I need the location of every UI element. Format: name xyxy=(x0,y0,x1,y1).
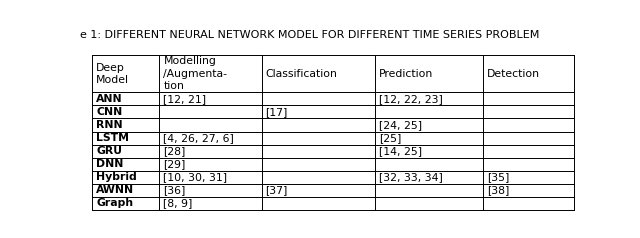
Text: [29]: [29] xyxy=(163,159,186,169)
Text: [38]: [38] xyxy=(487,185,509,195)
Text: Deep
Model: Deep Model xyxy=(97,63,129,85)
Text: LSTM: LSTM xyxy=(97,133,129,143)
Text: [37]: [37] xyxy=(266,185,288,195)
Text: GRU: GRU xyxy=(97,146,122,156)
Text: [14, 25]: [14, 25] xyxy=(380,146,422,156)
Text: e 1: DIFFERENT NEURAL NETWORK MODEL FOR DIFFERENT TIME SERIES PROBLEM: e 1: DIFFERENT NEURAL NETWORK MODEL FOR … xyxy=(80,30,540,40)
Text: [36]: [36] xyxy=(163,185,186,195)
Text: [8, 9]: [8, 9] xyxy=(163,198,193,208)
Text: [12, 22, 23]: [12, 22, 23] xyxy=(380,94,443,104)
Text: AWNN: AWNN xyxy=(97,185,134,195)
Text: [25]: [25] xyxy=(380,133,401,143)
Text: [10, 30, 31]: [10, 30, 31] xyxy=(163,172,228,182)
Text: ANN: ANN xyxy=(97,94,123,104)
Text: [17]: [17] xyxy=(266,107,288,117)
Text: Graph: Graph xyxy=(97,198,134,208)
Text: [4, 26, 27, 6]: [4, 26, 27, 6] xyxy=(163,133,234,143)
Text: RNN: RNN xyxy=(97,120,123,130)
Text: Detection: Detection xyxy=(487,69,540,79)
Text: [12, 21]: [12, 21] xyxy=(163,94,207,104)
Text: Classification: Classification xyxy=(266,69,337,79)
Text: DNN: DNN xyxy=(97,159,124,169)
Text: [24, 25]: [24, 25] xyxy=(380,120,422,130)
Text: CNN: CNN xyxy=(97,107,123,117)
Text: [28]: [28] xyxy=(163,146,186,156)
Text: [32, 33, 34]: [32, 33, 34] xyxy=(380,172,443,182)
Text: Modelling
/Augmenta-
tion: Modelling /Augmenta- tion xyxy=(163,56,227,91)
Text: Prediction: Prediction xyxy=(380,69,433,79)
Text: [35]: [35] xyxy=(487,172,509,182)
Text: Hybrid: Hybrid xyxy=(97,172,137,182)
